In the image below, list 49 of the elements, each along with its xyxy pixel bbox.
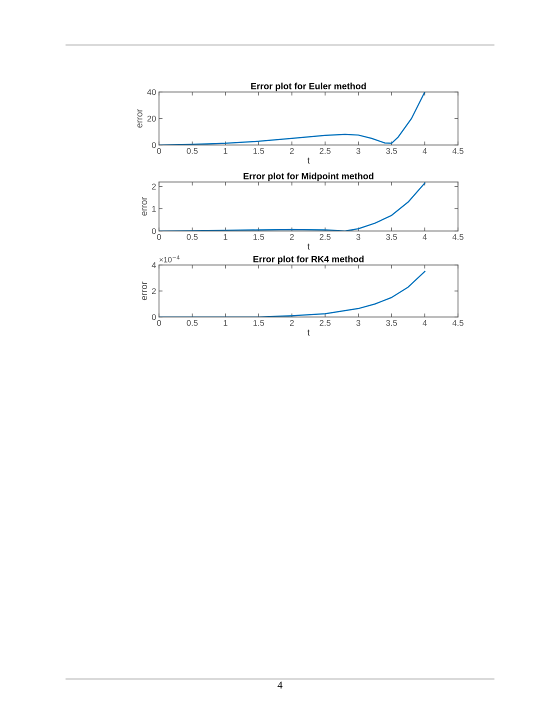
x-tick-label: 0 bbox=[157, 320, 161, 326]
x-tick-label: 4 bbox=[422, 234, 427, 240]
x-tick-label: 2.5 bbox=[320, 320, 331, 326]
y-axis-title: error bbox=[142, 282, 148, 300]
chart-title: Error plot for Euler method bbox=[251, 82, 366, 92]
chart-title: Error plot for Midpoint method bbox=[244, 172, 374, 182]
x-tick-label: 4.5 bbox=[452, 320, 464, 326]
x-tick-label: 4.5 bbox=[452, 234, 464, 240]
x-tick-label: 2 bbox=[290, 148, 294, 154]
y-tick-label: 0 bbox=[152, 142, 156, 148]
x-axis-title: t bbox=[307, 158, 310, 164]
y-tick-label: 20 bbox=[147, 116, 156, 122]
x-tick-label: 1 bbox=[224, 234, 228, 240]
y-tick-label: 2 bbox=[152, 184, 156, 190]
y-tick-label: 0 bbox=[152, 228, 156, 234]
x-tick-label: 4.5 bbox=[452, 148, 464, 154]
x-tick-label: 0 bbox=[157, 234, 161, 240]
x-tick-label: 3.5 bbox=[386, 234, 397, 240]
y-tick-label: 1 bbox=[152, 206, 156, 212]
x-tick-label: 1.5 bbox=[254, 234, 264, 240]
x-tick-label: 2.5 bbox=[320, 148, 331, 154]
x-tick-label: 1.5 bbox=[254, 148, 264, 154]
x-tick-label: 0.5 bbox=[186, 148, 198, 154]
text: 4 bbox=[278, 682, 282, 689]
y-tick-label: 0 bbox=[152, 314, 156, 320]
x-tick-label: 2 bbox=[290, 320, 294, 326]
x-tick-label: 4 bbox=[422, 148, 427, 154]
x-tick-label: 2.5 bbox=[320, 234, 331, 240]
x-tick-label: 4 bbox=[422, 320, 427, 326]
x-axis-title: t bbox=[307, 244, 310, 250]
x-tick-label: 3 bbox=[356, 320, 360, 326]
y-axis-title: error bbox=[142, 197, 148, 216]
x-tick-label: 1.5 bbox=[254, 320, 264, 326]
x-tick-label: 2 bbox=[290, 234, 294, 240]
y-tick-label: 40 bbox=[147, 89, 156, 96]
x-tick-label: 3 bbox=[356, 148, 360, 154]
x-tick-label: 0.5 bbox=[186, 234, 198, 240]
x-tick-label: 3.5 bbox=[386, 148, 397, 154]
x-tick-label: 0 bbox=[157, 148, 161, 154]
x-tick-label: 1 bbox=[224, 148, 228, 154]
x-tick-label: 3 bbox=[356, 234, 360, 240]
x-axis-title: t bbox=[307, 330, 310, 336]
chart-title: Error plot for RK4 method bbox=[253, 256, 364, 264]
x-tick-label: 0.5 bbox=[186, 320, 198, 326]
x-tick-label: 1 bbox=[224, 320, 228, 326]
x-tick-label: 3.5 bbox=[386, 320, 397, 326]
y-tick-label: 2 bbox=[152, 288, 156, 294]
y-tick-label: 4 bbox=[152, 262, 156, 268]
y-axis-title: error bbox=[137, 109, 142, 128]
